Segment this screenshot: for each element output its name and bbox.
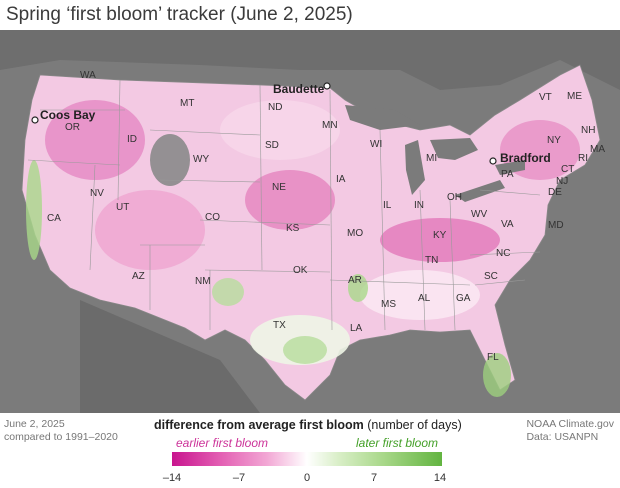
state-label: NE [272, 182, 286, 193]
canada-land [0, 30, 620, 90]
legend-title-bold: difference from average first bloom [154, 418, 364, 432]
state-label: ID [127, 134, 137, 145]
state-label: OK [293, 265, 308, 276]
map-title: Spring ‘first bloom’ tracker (June 2, 20… [6, 4, 353, 25]
bloom-patches [26, 100, 580, 397]
state-label: KY [433, 230, 447, 241]
legend-title: difference from average first bloom (num… [154, 418, 462, 432]
state-label: ND [268, 102, 282, 113]
state-label: SD [265, 140, 279, 151]
city-markers: Coos Bay Baudette Bradford [31, 82, 551, 165]
state-label: NM [195, 276, 211, 287]
state-label: NV [90, 188, 104, 199]
footer-date: June 2, 2025 compared to 1991–2020 [4, 418, 118, 444]
state-label: IA [336, 174, 346, 185]
state-label: MA [590, 144, 605, 155]
state-label: MO [347, 228, 363, 239]
city-label-bradford: Bradford [500, 151, 551, 165]
state-label: VT [539, 92, 552, 103]
state-label: NY [547, 135, 561, 146]
state-label: OR [65, 122, 80, 133]
map-svg: WA OR CA ID NV MT WY UT AZ CO NM ND SD N… [0, 30, 620, 413]
state-label: MN [322, 120, 338, 131]
state-label: TN [425, 255, 438, 266]
legend-tick: –14 [162, 472, 182, 484]
city-label-baudette: Baudette [273, 82, 325, 96]
footer-date-line: June 2, 2025 [4, 418, 65, 430]
state-label: IL [383, 200, 392, 211]
state-label: AZ [132, 271, 145, 282]
legend-title-rest: (number of days) [363, 418, 462, 432]
mexico-land [80, 300, 260, 413]
state-label: NJ [556, 176, 568, 187]
state-label: CT [561, 164, 574, 175]
bloom-map: WA OR CA ID NV MT WY UT AZ CO NM ND SD N… [0, 30, 620, 413]
legend-later-label: later first bloom [356, 436, 439, 450]
state-label: IN [414, 200, 424, 211]
state-label: SC [484, 271, 498, 282]
footer-credits: NOAA Climate.gov Data: USANPN [526, 418, 614, 444]
state-label: GA [456, 293, 471, 304]
state-label: DE [548, 187, 562, 198]
great-lakes [345, 105, 525, 202]
state-label: KS [286, 223, 300, 234]
footer-credit-noaa: NOAA Climate.gov [526, 418, 614, 430]
state-label: NC [496, 248, 510, 259]
state-label: LA [350, 323, 363, 334]
state-label: MD [548, 220, 564, 231]
state-label: WV [471, 209, 487, 220]
legend-earlier-label: earlier first bloom [176, 436, 269, 450]
state-label: CA [47, 213, 61, 224]
state-label: MT [180, 98, 194, 109]
state-label: WA [80, 70, 96, 81]
state-label: PA [501, 169, 514, 180]
state-label: VA [501, 219, 514, 230]
state-label: UT [116, 202, 129, 213]
state-label: CO [205, 212, 220, 223]
state-label: MS [381, 299, 396, 310]
legend-tick: 7 [370, 472, 378, 484]
state-label: FL [487, 352, 499, 363]
state-label: OH [447, 192, 462, 203]
legend-color-bar [172, 452, 442, 466]
legend-tick: –7 [232, 472, 246, 484]
state-label: AR [348, 275, 362, 286]
legend-tick: 14 [433, 472, 447, 484]
city-label-coos-bay: Coos Bay [40, 108, 96, 122]
state-label: RI [578, 153, 588, 164]
legend-tick: 0 [303, 472, 311, 484]
state-label: WY [193, 154, 209, 165]
state-labels: WA OR CA ID NV MT WY UT AZ CO NM ND SD N… [47, 70, 605, 363]
footer-credit-data: Data: USANPN [526, 431, 599, 443]
state-label: TX [273, 320, 286, 331]
state-label: AL [418, 293, 431, 304]
state-label: MI [426, 153, 437, 164]
footer-baseline-line: compared to 1991–2020 [4, 431, 118, 443]
state-label: NH [581, 125, 595, 136]
state-boundaries [27, 79, 541, 331]
state-label: WI [370, 139, 382, 150]
state-label: ME [567, 91, 582, 102]
